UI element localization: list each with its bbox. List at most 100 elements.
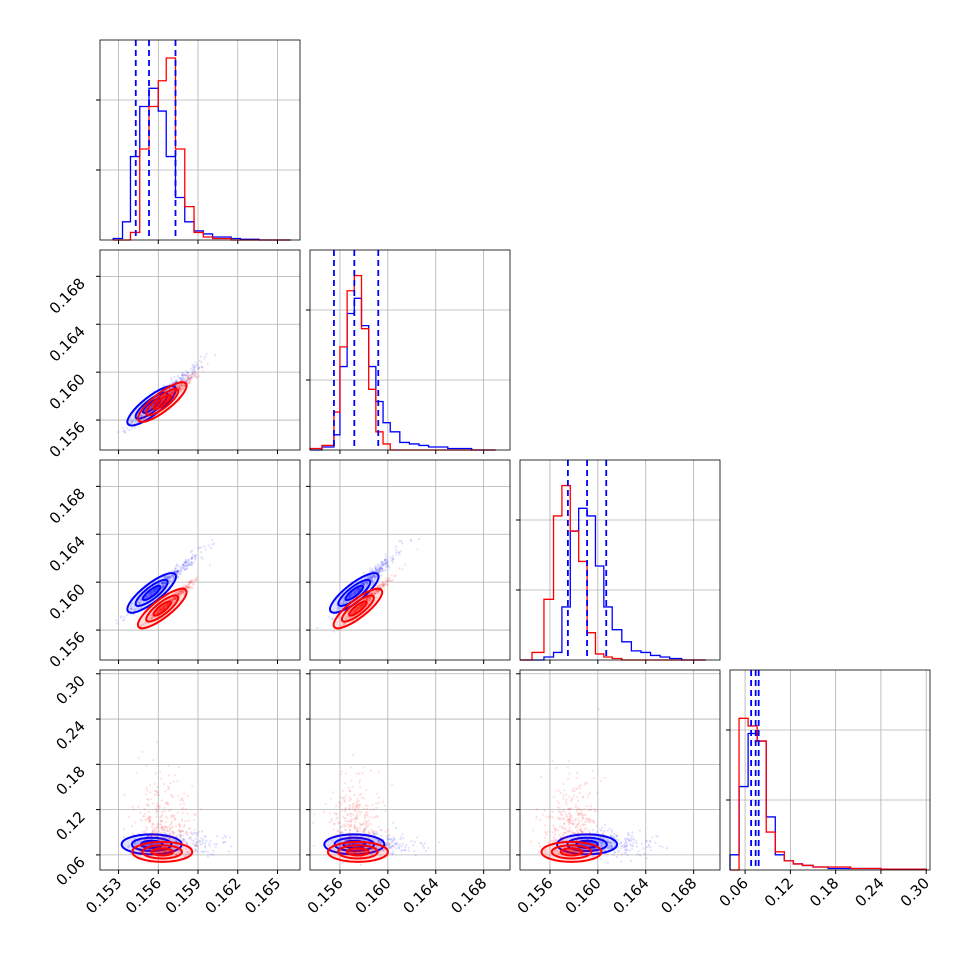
- sample-point-red: [162, 606, 166, 609]
- sample-point-red: [364, 835, 367, 838]
- sample-point-red: [374, 584, 378, 587]
- sample-point-red: [545, 815, 548, 818]
- sample-point-blue: [649, 846, 652, 849]
- sample-point-red: [377, 590, 380, 594]
- sample-point-blue: [176, 379, 179, 382]
- sample-point-red: [174, 824, 178, 828]
- sample-point-blue: [181, 566, 184, 570]
- sample-point-blue: [370, 578, 373, 581]
- sample-point-red: [559, 813, 563, 816]
- sample-point-red: [547, 816, 550, 819]
- sample-point-red: [569, 807, 573, 810]
- sample-point-blue: [381, 560, 384, 563]
- sample-point-red: [387, 829, 390, 832]
- sample-point-blue: [182, 562, 186, 565]
- sample-point-red: [165, 397, 168, 401]
- sample-point-blue: [174, 567, 177, 570]
- sample-point-blue: [403, 849, 406, 852]
- sample-point-red: [161, 607, 165, 610]
- sample-point-blue: [380, 834, 383, 837]
- sample-point-red: [576, 839, 579, 842]
- sample-point-red: [558, 834, 561, 837]
- sample-point-red: [188, 381, 191, 384]
- sample-point-red: [353, 610, 357, 613]
- sample-point-red: [172, 598, 176, 601]
- contour-red: [150, 847, 175, 857]
- sample-point-blue: [394, 842, 398, 845]
- sample-point-red: [181, 799, 184, 803]
- sample-point-red: [176, 592, 179, 596]
- sample-point-red: [391, 578, 394, 582]
- sample-point-blue: [407, 846, 410, 850]
- sample-point-blue: [161, 582, 164, 585]
- sample-point-red: [159, 401, 162, 405]
- sample-point-red: [173, 392, 176, 396]
- sample-point-red: [163, 399, 166, 402]
- sample-point-red: [339, 831, 342, 834]
- sample-point-red: [338, 801, 341, 804]
- sample-point-red: [557, 852, 560, 855]
- sample-point-blue: [164, 575, 167, 578]
- sample-point-blue: [148, 592, 151, 595]
- sample-point-blue: [366, 576, 369, 579]
- sample-point-red: [149, 409, 152, 412]
- sample-point-red: [371, 803, 374, 806]
- sample-point-red: [179, 829, 182, 832]
- sample-point-blue: [405, 843, 408, 847]
- sample-point-blue: [397, 846, 401, 849]
- sample-point-blue: [191, 549, 194, 552]
- sample-point-blue: [184, 561, 187, 564]
- sample-point-blue: [190, 561, 193, 565]
- sample-point-blue: [379, 854, 382, 857]
- y-tick-label: 0.156: [46, 418, 89, 461]
- sample-point-blue: [187, 558, 191, 561]
- sample-point-red: [160, 400, 163, 403]
- sample-point-blue: [175, 839, 178, 843]
- sample-point-red: [341, 830, 344, 834]
- sample-point-blue: [376, 565, 379, 569]
- sample-point-red: [148, 821, 151, 824]
- sample-point-red: [161, 402, 164, 405]
- sample-point-red: [178, 824, 181, 827]
- sample-point-blue: [188, 373, 191, 377]
- sample-point-red: [332, 840, 335, 843]
- sample-point-red: [145, 838, 148, 841]
- sample-point-red: [191, 785, 194, 788]
- sample-point-red: [181, 839, 185, 842]
- sample-point-blue: [179, 570, 182, 574]
- sample-point-blue: [172, 575, 175, 579]
- sample-point-red: [553, 827, 556, 830]
- sample-point-blue: [374, 568, 377, 571]
- sample-point-blue: [608, 841, 611, 844]
- sample-point-red: [571, 822, 574, 825]
- sample-point-red: [196, 575, 199, 578]
- sample-point-red: [152, 615, 155, 619]
- sample-point-red: [356, 817, 359, 820]
- sample-point-red: [177, 829, 181, 832]
- panel-border: [519, 459, 721, 661]
- sample-point-red: [588, 820, 591, 823]
- sample-point-blue: [172, 839, 175, 842]
- sample-point-blue: [648, 839, 651, 842]
- sample-point-blue: [133, 608, 136, 612]
- sample-point-red: [347, 835, 350, 838]
- scatter-group: [311, 753, 441, 866]
- sample-point-blue: [395, 553, 398, 556]
- sample-point-blue: [214, 354, 217, 357]
- sample-point-red: [170, 391, 174, 394]
- sample-point-red: [553, 838, 557, 842]
- sample-point-red: [155, 808, 159, 811]
- sample-point-red: [365, 597, 368, 600]
- sample-point-red: [175, 852, 178, 855]
- sample-point-red: [172, 392, 175, 395]
- sample-point-blue: [168, 574, 171, 578]
- sample-point-red: [373, 837, 376, 840]
- sample-point-red: [349, 823, 352, 826]
- sample-point-red: [348, 838, 351, 841]
- sample-point-red: [159, 823, 163, 826]
- sample-point-red: [166, 835, 169, 839]
- sample-point-red: [348, 836, 351, 840]
- sample-point-red: [163, 810, 166, 813]
- sample-point-blue: [197, 830, 200, 833]
- sample-point-red: [589, 808, 592, 812]
